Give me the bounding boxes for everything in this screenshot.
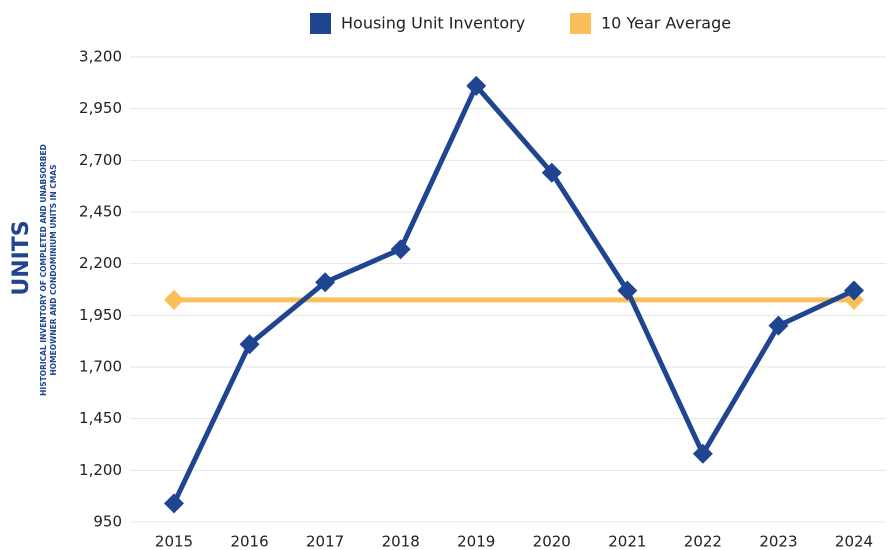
marker [617,280,638,301]
x-tick-label: 2023 [759,533,797,550]
y-axis-sublabel: HOMEOWNER AND CONDOMINIUM UNITS IN CMAS [49,165,58,376]
y-tick-label: 2,950 [79,99,122,117]
y-axis-sublabel: HISTORICAL INVENTORY OF COMPLETED AND UN… [39,144,48,396]
y-tick-label: 950 [93,513,122,531]
x-tick-label: 2022 [684,533,722,550]
marker [844,280,864,301]
marker [466,75,487,96]
y-tick-label: 3,200 [79,48,122,66]
y-tick-label: 2,450 [79,203,122,221]
y-tick-label: 1,950 [79,306,122,324]
marker [768,315,789,336]
y-tick-label: 1,700 [79,358,122,376]
y-tick-label: 1,200 [79,461,122,479]
marker [390,239,411,260]
legend-label: 10 Year Average [601,14,731,33]
x-tick-label: 2019 [457,533,495,550]
legend-swatch [570,13,591,34]
y-tick-label: 1,450 [79,409,122,427]
marker [239,334,260,355]
legend-label: Housing Unit Inventory [341,14,525,33]
y-tick-label: 2,200 [79,254,122,272]
x-tick-label: 2015 [155,533,193,550]
x-tick-label: 2020 [533,533,571,550]
marker [692,443,713,464]
marker [541,162,562,183]
x-tick-label: 2016 [230,533,268,550]
marker [164,493,184,514]
legend-swatch [310,13,331,34]
x-tick-label: 2024 [835,533,873,550]
y-axis-label: UNITS [9,220,34,295]
x-tick-label: 2018 [382,533,420,550]
marker [164,289,184,310]
x-tick-label: 2021 [608,533,646,550]
line [171,83,856,505]
x-tick-label: 2017 [306,533,344,550]
y-tick-label: 2,700 [79,151,122,169]
marker [315,272,336,293]
